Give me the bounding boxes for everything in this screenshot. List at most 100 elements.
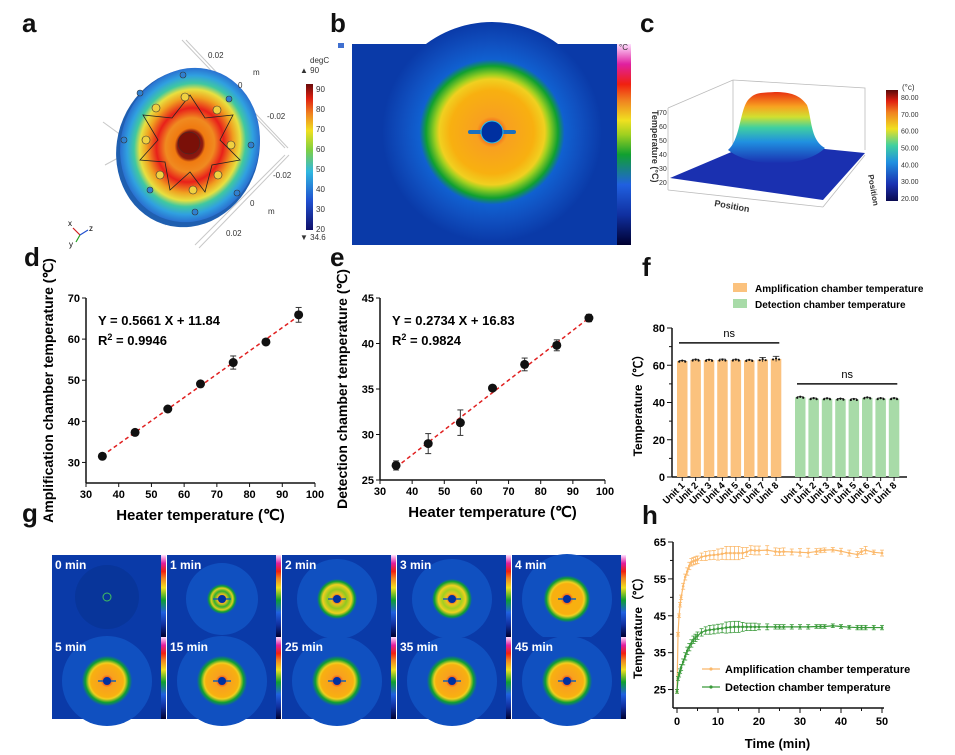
- data-point: [455, 418, 465, 428]
- data-point: [778, 550, 781, 554]
- data-point: [872, 626, 876, 629]
- svg-text:0.02: 0.02: [208, 51, 224, 60]
- data-dot: [796, 396, 799, 399]
- data-point: [130, 427, 140, 437]
- y-tick-label: 50: [68, 375, 80, 387]
- panel-label-g: g: [22, 498, 38, 528]
- panel-label-a: a: [22, 8, 37, 38]
- chart-f: Amplification chamber temperature Detecti…: [630, 283, 924, 507]
- data-point: [675, 690, 679, 693]
- x-tick-label: 50: [876, 716, 888, 728]
- data-point: [488, 383, 497, 393]
- data-point: [700, 555, 703, 559]
- small-logo-icon: [338, 43, 344, 48]
- x-tick-label: 30: [794, 716, 806, 728]
- thermal-image-mask-left: [330, 44, 352, 245]
- svg-text:z: z: [89, 224, 93, 233]
- tile-colorbar: [391, 555, 396, 637]
- data-point: [798, 551, 802, 554]
- data-point: [782, 625, 785, 629]
- data-point: [860, 550, 863, 553]
- data-dot: [697, 359, 700, 362]
- data-dot: [691, 359, 694, 362]
- x-tick-label: 50: [438, 486, 450, 498]
- tile-colorbar: [276, 555, 281, 637]
- y-tick-label: 35: [654, 648, 666, 660]
- y-tick-label: 35: [362, 384, 374, 396]
- data-point: [688, 645, 691, 649]
- center-heater: [177, 131, 201, 155]
- data-point: [847, 625, 851, 629]
- data-dot: [724, 359, 727, 362]
- data-point: [704, 629, 707, 632]
- axis-tick-labels: 0.02 m 0 -0.02 -0.02 0 m 0.02: [208, 51, 292, 238]
- significance-label: ns: [723, 328, 735, 340]
- data-point: [97, 451, 107, 461]
- colorbar-unit: (°c): [902, 83, 915, 92]
- x-tick-label: 80: [535, 486, 547, 498]
- colorbar-tick: 30.00: [901, 179, 919, 186]
- colorbar-tick: 50: [316, 165, 325, 174]
- data-point: [688, 564, 691, 568]
- data-dot: [828, 398, 832, 401]
- data-dot: [751, 359, 754, 363]
- data-point: [724, 626, 728, 629]
- data-point: [678, 603, 682, 607]
- data-dot: [879, 396, 882, 400]
- colorbar-tick: 70: [316, 125, 325, 134]
- data-point: [228, 358, 238, 368]
- data-dot: [809, 397, 812, 401]
- data-dot: [825, 397, 829, 400]
- data-dot: [869, 397, 872, 400]
- x-tick-label: 90: [276, 489, 288, 501]
- x-axis-label: Position: [714, 198, 751, 214]
- data-point: [741, 551, 744, 555]
- data-point: [391, 460, 401, 470]
- colorbar-tick: 60.00: [901, 129, 919, 136]
- colorbar-tick: 70.00: [901, 112, 919, 119]
- data-point: [196, 379, 205, 389]
- svg-text:-0.02: -0.02: [273, 171, 292, 180]
- legend-swatch: [733, 283, 747, 292]
- y-axis-title: Temperature（℃）: [630, 571, 645, 679]
- legend-marker: [709, 685, 713, 689]
- data-dot: [882, 397, 885, 401]
- colorbar-max: ▲ 90: [300, 66, 320, 75]
- data-dot: [774, 357, 778, 360]
- data-point: [676, 632, 680, 636]
- 3d-axes-box: [667, 79, 866, 208]
- bar: [677, 361, 688, 477]
- x-tick-label: 40: [835, 716, 847, 728]
- legend-marker: [709, 667, 713, 671]
- data-point: [765, 625, 769, 629]
- r-squared: R2 = 0.9824: [392, 332, 462, 348]
- thermal-tile: 4 min: [512, 554, 626, 644]
- data-point: [690, 560, 693, 564]
- y-tick-label: 65: [654, 537, 666, 549]
- data-point: [683, 575, 687, 579]
- svg-text:0.02: 0.02: [226, 229, 242, 238]
- data-point: [696, 558, 699, 562]
- data-point: [839, 549, 843, 553]
- colorbar-tick: 40.00: [901, 162, 919, 169]
- bar: [757, 359, 768, 477]
- y-tick-label: 45: [654, 611, 666, 623]
- y-tick-label: 40: [362, 339, 374, 351]
- center-chamber: [448, 677, 456, 685]
- center-chamber: [480, 120, 504, 144]
- x-tick-label: 10: [712, 716, 724, 728]
- x-tick-label: 60: [470, 486, 482, 498]
- data-point: [679, 666, 683, 669]
- z-tick: 40: [659, 152, 667, 159]
- y-tick-label: 30: [68, 457, 80, 469]
- chart-d: 30 40 50 60 70 80 90 100 30 40 50 60 70 Heater temper…: [40, 258, 324, 524]
- tile-colorbar: [506, 637, 511, 719]
- y-tick-label: 30: [362, 430, 374, 442]
- y-tick-label: 25: [362, 475, 374, 487]
- data-point: [712, 553, 716, 557]
- data-point: [819, 625, 822, 628]
- data-point: [677, 673, 681, 677]
- outer-markers: [120, 71, 255, 216]
- data-dot: [745, 359, 748, 363]
- data-point: [676, 677, 680, 680]
